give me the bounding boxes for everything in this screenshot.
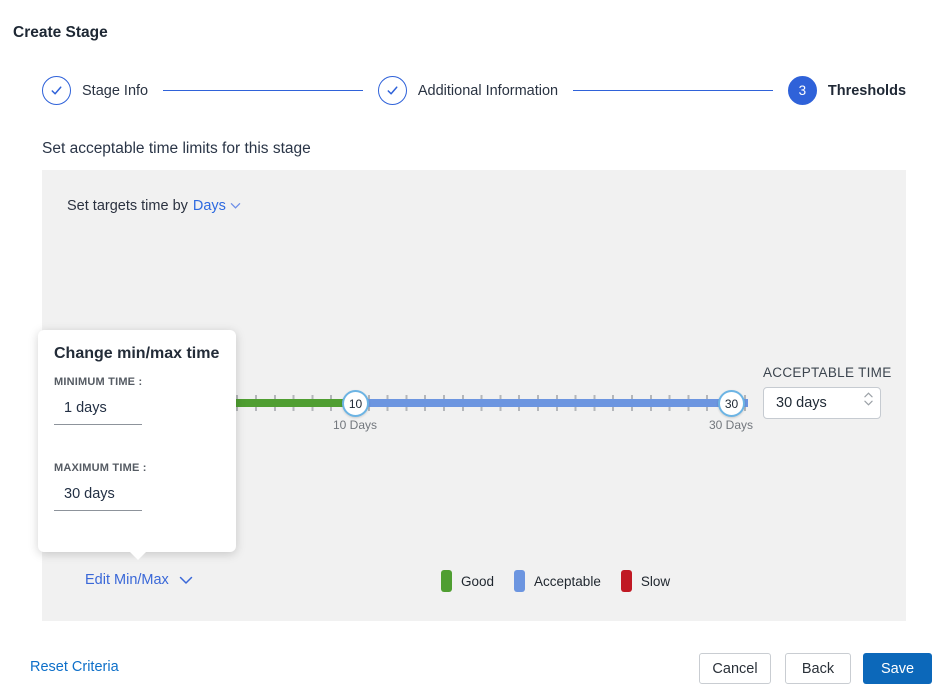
slider-max-label: 30 Days bbox=[708, 418, 754, 432]
step-number-circle: 3 bbox=[787, 76, 817, 105]
legend-label: Good bbox=[461, 573, 495, 589]
save-button[interactable]: Save bbox=[863, 653, 932, 684]
slider-handle-min[interactable]: 10 bbox=[342, 390, 369, 417]
maximum-time-label: MAXIMUM TIME : bbox=[54, 462, 147, 474]
minimum-time-input[interactable] bbox=[54, 400, 142, 425]
acceptable-time-field bbox=[763, 387, 881, 419]
cancel-button[interactable]: Cancel bbox=[699, 653, 771, 684]
targets-unit-dropdown[interactable]: Days bbox=[193, 198, 241, 214]
back-button[interactable]: Back bbox=[785, 653, 851, 684]
page-title: Create Stage bbox=[13, 24, 108, 41]
stepper-connector bbox=[573, 90, 773, 91]
maximum-time-input[interactable] bbox=[54, 486, 142, 511]
stepper-spinner[interactable] bbox=[864, 392, 873, 406]
legend-item-slow: Slow bbox=[620, 570, 671, 592]
acceptable-swatch bbox=[514, 570, 526, 592]
step-label: Additional Information bbox=[417, 82, 559, 99]
slider-segment-acceptable bbox=[355, 399, 748, 407]
step-label: Stage Info bbox=[82, 82, 149, 99]
legend-item-acceptable: Acceptable bbox=[514, 570, 601, 592]
edit-minmax-link[interactable]: Edit Min/Max bbox=[85, 572, 193, 588]
check-icon bbox=[51, 86, 62, 95]
chevron-down-icon bbox=[179, 576, 193, 584]
set-targets-line: Set targets time by Days bbox=[67, 198, 241, 214]
popup-title: Change min/max time bbox=[54, 345, 220, 362]
chevron-up-icon[interactable] bbox=[864, 392, 873, 398]
step-complete-circle bbox=[42, 76, 71, 105]
step-label: Thresholds bbox=[827, 82, 907, 99]
legend-label: Slow bbox=[640, 573, 671, 589]
slow-swatch bbox=[620, 570, 632, 592]
slider-handle-max[interactable]: 30 bbox=[718, 390, 745, 417]
targets-unit-value: Days bbox=[192, 198, 226, 214]
check-icon bbox=[387, 86, 398, 95]
threshold-legend: Good Acceptable Slow bbox=[441, 570, 670, 592]
legend-item-good: Good bbox=[441, 570, 494, 592]
section-heading: Set acceptable time limits for this stag… bbox=[42, 140, 311, 157]
acceptable-time-input[interactable] bbox=[763, 387, 881, 419]
step-complete-circle bbox=[377, 76, 407, 105]
acceptable-time-label: ACCEPTABLE TIME bbox=[763, 365, 892, 380]
good-swatch bbox=[441, 570, 452, 592]
targets-prefix-text: Set targets time by bbox=[67, 198, 188, 214]
step-thresholds[interactable]: 3 Thresholds bbox=[787, 76, 907, 105]
minimum-time-label: MINIMUM TIME : bbox=[54, 376, 143, 388]
edit-minmax-label: Edit Min/Max bbox=[85, 572, 169, 588]
change-minmax-popup: Change min/max time MINIMUM TIME : MAXIM… bbox=[38, 330, 236, 560]
stepper-connector bbox=[163, 90, 363, 91]
legend-label: Acceptable bbox=[534, 573, 601, 589]
step-additional-information[interactable]: Additional Information bbox=[377, 76, 559, 105]
chevron-down-icon bbox=[230, 203, 241, 209]
wizard-stepper: Stage Info Additional Information 3 Thre… bbox=[42, 76, 906, 105]
popup-pointer-arrow bbox=[130, 552, 146, 560]
reset-criteria-link[interactable]: Reset Criteria bbox=[30, 659, 119, 675]
chevron-down-icon[interactable] bbox=[864, 400, 873, 406]
step-stage-info[interactable]: Stage Info bbox=[42, 76, 148, 105]
slider-min-label: 10 Days bbox=[332, 418, 378, 432]
